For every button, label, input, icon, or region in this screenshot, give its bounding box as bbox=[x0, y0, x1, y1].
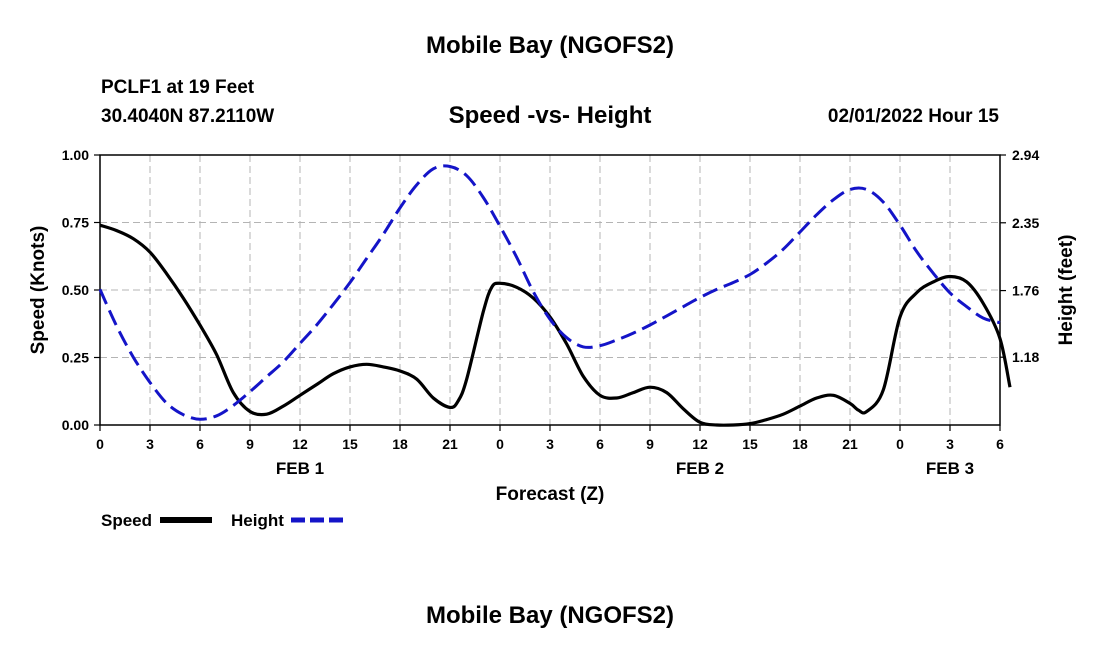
y-left-tick-label: 0.50 bbox=[62, 282, 89, 298]
series-line-height bbox=[98, 164, 1001, 421]
legend: Speed Height bbox=[101, 511, 343, 530]
x-tick-label: 9 bbox=[646, 436, 654, 452]
x-tick-label: 0 bbox=[96, 436, 104, 452]
x-tick-label: 15 bbox=[742, 436, 758, 452]
chart-bottom-title: Mobile Bay (NGOFS2) bbox=[425, 602, 675, 629]
x-tick-label: 21 bbox=[442, 436, 458, 452]
x-tick-label: 6 bbox=[996, 436, 1004, 452]
y-left-tick-label: 1.00 bbox=[62, 147, 89, 163]
x-tick-label: 0 bbox=[896, 436, 904, 452]
y-right-tick-label: 2.35 bbox=[1012, 215, 1039, 231]
legend-height-label: Height bbox=[231, 511, 284, 530]
date-label: FEB 3 bbox=[926, 459, 974, 478]
y-left-tick-label: 0.00 bbox=[62, 417, 89, 433]
y-right-axis-label: Height (feet) bbox=[1056, 235, 1077, 346]
timestamp-label: 02/01/2022 Hour 15 bbox=[827, 106, 999, 127]
x-tick-label: 18 bbox=[792, 436, 808, 452]
coordinates-label: 30.4040N 87.2110W bbox=[101, 106, 275, 127]
date-labels: FEB 1 FEB 2 FEB 3 bbox=[276, 459, 974, 478]
date-label: FEB 2 bbox=[676, 459, 724, 478]
x-tick-label: 9 bbox=[246, 436, 254, 452]
x-tick-label: 12 bbox=[692, 436, 708, 452]
legend-speed-label: Speed bbox=[101, 511, 152, 530]
x-tick-label: 3 bbox=[146, 436, 154, 452]
y-left-axis-ticks: 0.00 0.25 0.50 0.75 1.00 bbox=[62, 147, 100, 433]
chart-main-title: Mobile Bay (NGOFS2) bbox=[425, 32, 675, 59]
y-left-tick-label: 0.75 bbox=[62, 215, 89, 231]
x-tick-label: 6 bbox=[196, 436, 204, 452]
grid-lines bbox=[100, 154, 1000, 425]
x-tick-label: 15 bbox=[342, 436, 358, 452]
x-tick-label: 21 bbox=[842, 436, 858, 452]
x-tick-label: 6 bbox=[596, 436, 604, 452]
chart-subtitle: Speed -vs- Height bbox=[448, 102, 652, 129]
y-right-tick-label: 2.94 bbox=[1012, 147, 1039, 163]
y-left-axis-label: Speed (Knots) bbox=[28, 226, 49, 355]
y-right-axis-ticks: 1.18 1.76 2.35 2.94 bbox=[1000, 147, 1039, 365]
x-axis-label: Forecast (Z) bbox=[496, 484, 605, 505]
date-label: FEB 1 bbox=[276, 459, 324, 478]
x-tick-label: 18 bbox=[392, 436, 408, 452]
x-tick-label: 12 bbox=[292, 436, 308, 452]
speed-height-chart: 0 3 6 9 12 15 18 21 0 3 6 9 12 15 18 21 0 3 6 0.00 0.25 0.50… bbox=[28, 147, 1077, 530]
x-tick-label: 3 bbox=[546, 436, 554, 452]
y-left-tick-label: 0.25 bbox=[62, 350, 89, 366]
x-tick-label: 3 bbox=[946, 436, 954, 452]
y-right-tick-label: 1.18 bbox=[1012, 349, 1039, 365]
y-right-tick-label: 1.76 bbox=[1012, 283, 1039, 299]
station-label: PCLF1 at 19 Feet bbox=[101, 77, 255, 98]
x-axis-ticks: 0 3 6 9 12 15 18 21 0 3 6 9 12 15 18 21 0 3 6 bbox=[96, 425, 1004, 452]
series-lines bbox=[98, 164, 1012, 427]
x-tick-label: 0 bbox=[496, 436, 504, 452]
